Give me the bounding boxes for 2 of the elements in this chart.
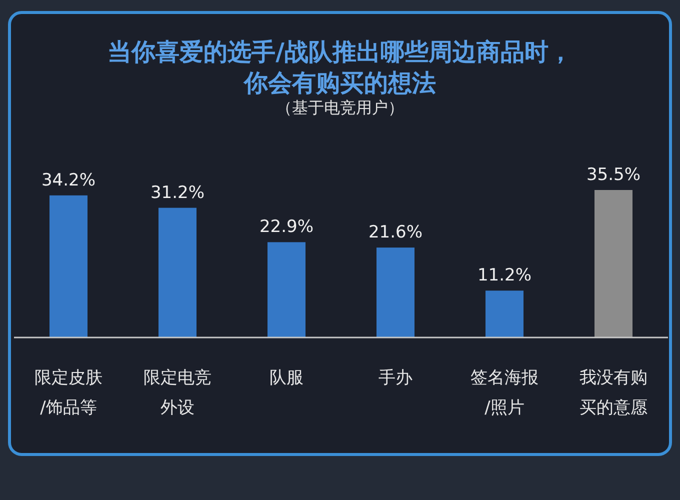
subtitle: （基于电竞用户） <box>276 98 404 117</box>
title: 当你喜爱的选手/战队推出哪些周边商品时，你会有购买的想法 <box>108 38 572 97</box>
